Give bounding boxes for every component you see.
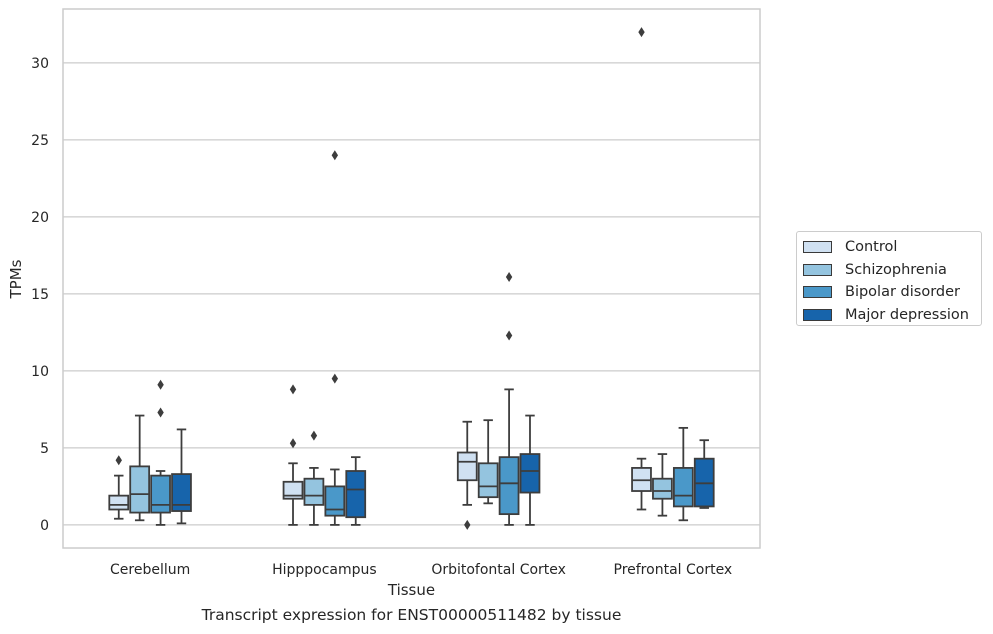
outlier-point [331, 150, 339, 161]
outlier-point [115, 455, 122, 466]
box-2-2 [498, 271, 520, 526]
y-tick-label: 5 [40, 441, 49, 457]
legend: Control Schizophrenia Bipolar disorder Majo… [796, 231, 982, 326]
x-axis-ticks: Cerebellum Hipppocampus Orbitofontal Corte… [110, 562, 732, 578]
box-iqr [672, 467, 694, 508]
outlier-point [464, 519, 471, 530]
outlier-point [157, 379, 164, 390]
y-tick-label: 15 [31, 287, 49, 303]
outlier-point [289, 438, 297, 449]
box-3-1 [652, 453, 673, 517]
outlier-point [310, 430, 318, 441]
box-iqr [150, 474, 171, 514]
outlier-point [638, 27, 645, 38]
legend-label: Bipolar disorder [845, 284, 960, 301]
legend-label: Schizophrenia [845, 261, 947, 278]
box-iqr [171, 473, 192, 512]
legend-label: Major depression [845, 306, 969, 323]
x-tick-label: Prefrontal Cortex [614, 562, 733, 578]
legend-item: Bipolar disorder [797, 281, 981, 304]
box-0-0 [108, 455, 130, 520]
box-3-2 [672, 426, 694, 522]
x-tick-label: Hipppocampus [272, 562, 377, 578]
box-0-1 [129, 414, 151, 522]
legend-swatch [803, 241, 832, 254]
y-axis-ticks: 0 5 10 15 20 25 30 [31, 56, 49, 534]
legend-item: Control [797, 236, 981, 259]
y-tick-label: 0 [40, 518, 49, 534]
box-iqr [456, 451, 478, 482]
x-axis-label: Tissue [387, 581, 435, 599]
legend-swatch [803, 308, 832, 321]
box-2-0 [456, 420, 478, 530]
y-axis-label: TPMs [7, 259, 25, 299]
box-iqr [303, 477, 325, 506]
box-2-3 [519, 414, 541, 526]
x-tick-label: Orbitofontal Cortex [431, 562, 566, 578]
box-3-0 [631, 27, 652, 511]
outlier-point [331, 373, 339, 384]
box-iqr [477, 462, 499, 499]
legend-item: Schizophrenia [797, 259, 981, 282]
box-iqr [519, 453, 541, 494]
legend-item: Major depression [797, 304, 981, 327]
outlier-point [505, 271, 513, 282]
legend-label: Control [845, 239, 898, 256]
box-1-2 [324, 150, 346, 526]
box-iqr [652, 477, 673, 500]
y-tick-label: 25 [31, 133, 49, 149]
plot-frame [62, 8, 761, 549]
box-0-2 [150, 379, 171, 526]
outlier-point [157, 407, 164, 418]
box-iqr [108, 494, 130, 511]
box-0-3 [171, 428, 192, 525]
y-tick-label: 10 [31, 364, 49, 380]
outlier-point [505, 330, 513, 341]
box-iqr [282, 480, 304, 500]
box-iqr [129, 465, 151, 514]
box-iqr [498, 456, 520, 516]
legend-swatch [803, 286, 832, 299]
box-iqr [345, 470, 367, 519]
y-tick-label: 30 [31, 56, 49, 72]
box-2-1 [477, 419, 499, 505]
box-1-1 [303, 430, 325, 526]
box-1-3 [345, 456, 367, 526]
y-tick-label: 20 [31, 210, 49, 226]
outlier-point [289, 384, 297, 395]
x-tick-label: Cerebellum [110, 562, 190, 578]
figure-caption: Transcript expression for ENST0000051148… [201, 606, 622, 624]
box-series [108, 27, 715, 530]
box-1-0 [282, 384, 304, 526]
box-3-3 [693, 439, 715, 509]
box-iqr [324, 485, 346, 517]
legend-swatch [803, 263, 832, 276]
grid-lines [63, 62, 760, 526]
